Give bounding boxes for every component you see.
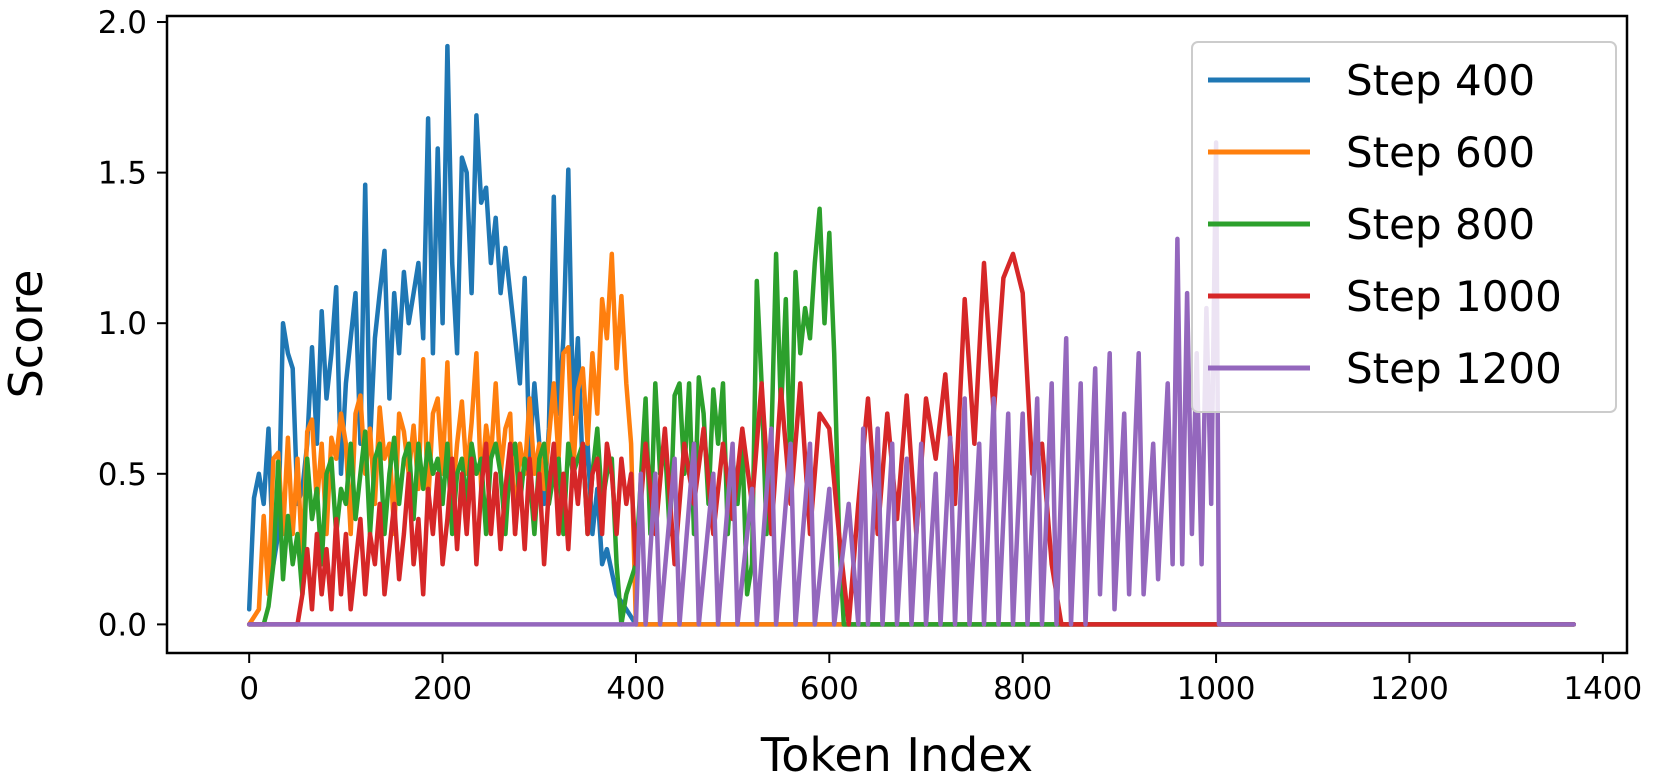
x-tick-label: 1200 — [1370, 671, 1449, 707]
x-tick-label: 1000 — [1177, 671, 1256, 707]
y-tick-label: 2.0 — [98, 5, 147, 41]
x-tick-label: 200 — [413, 671, 472, 707]
legend-label-2: Step 800 — [1346, 200, 1535, 249]
legend-box — [1191, 41, 1617, 413]
plot-frame — [165, 14, 1629, 655]
y-axis-label: Score — [0, 270, 53, 399]
x-tick-label: 400 — [606, 671, 665, 707]
legend: Step 400 Step 600 Step 800 Step 1000 Step 12… — [1191, 41, 1617, 413]
y-axis: 0.0 0.5 1.0 1.5 2.0 — [98, 5, 167, 643]
y-tick-label: 0.0 — [98, 607, 147, 643]
x-axis-label: Token Index — [760, 728, 1033, 782]
legend-label-4: Step 1200 — [1346, 344, 1562, 393]
y-tick-label: 1.0 — [98, 306, 147, 342]
series-layer — [246, 43, 1577, 627]
y-tick-label: 0.5 — [98, 457, 147, 493]
x-tick-label: 1400 — [1563, 671, 1642, 707]
series-line-0 — [246, 43, 1577, 627]
legend-label-3: Step 1000 — [1346, 272, 1562, 321]
series-line-4 — [246, 140, 1577, 627]
x-tick-label: 600 — [800, 671, 859, 707]
x-tick-label: 800 — [993, 671, 1052, 707]
x-axis: 0 200 400 600 800 1000 1200 1400 — [239, 653, 1642, 707]
series-line-1 — [246, 251, 1577, 627]
y-tick-label: 1.5 — [98, 156, 147, 192]
legend-label-0: Step 400 — [1346, 56, 1535, 105]
x-tick-label: 0 — [239, 671, 259, 707]
legend-label-1: Step 600 — [1346, 128, 1535, 177]
